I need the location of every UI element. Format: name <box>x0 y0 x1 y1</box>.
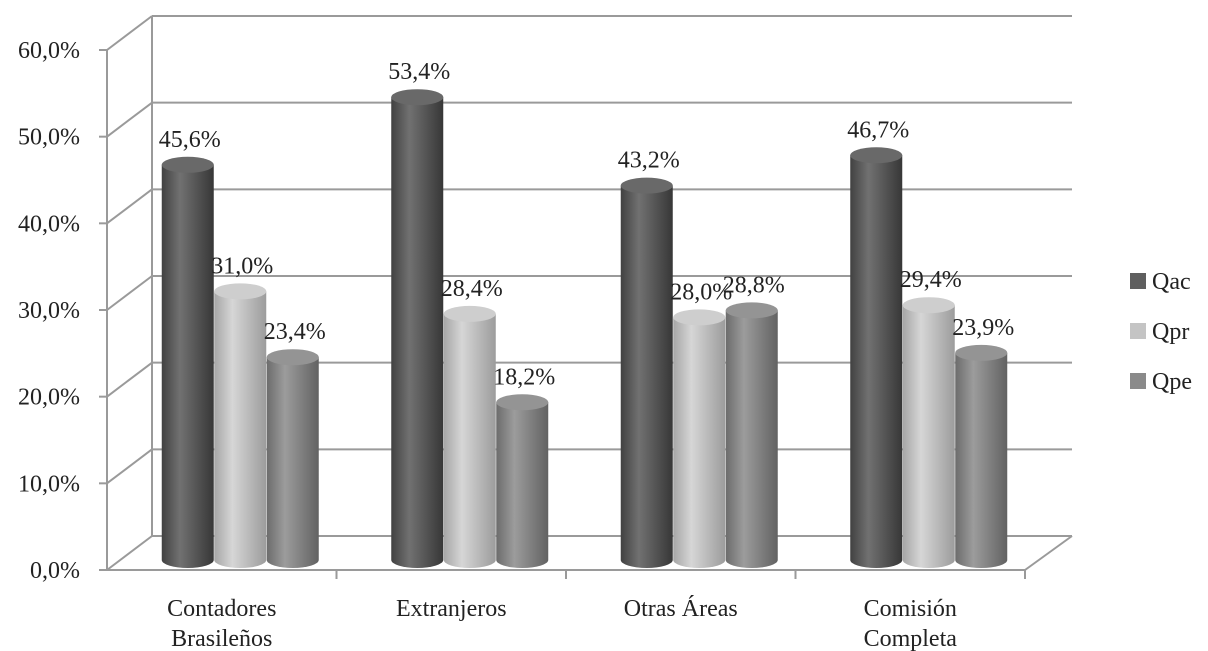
legend-item-qac: Qac <box>1130 269 1191 295</box>
legend-label: Qpr <box>1152 319 1189 345</box>
data-label: 29,4% <box>900 267 962 293</box>
bar-qpe <box>266 349 319 568</box>
bar-qac <box>850 147 903 568</box>
data-label: 28,4% <box>441 276 503 302</box>
data-label: 43,2% <box>618 148 680 174</box>
bar-qac <box>620 177 673 568</box>
legend-swatch <box>1130 323 1146 339</box>
bar-top <box>620 177 673 194</box>
bar-qpr <box>443 305 496 568</box>
bar-top <box>673 309 726 326</box>
label-layer: 45,6% 31,0% 23,4% 53,4% 28,4% 18,2% 43,2% 28,0%… <box>159 59 1015 390</box>
bar-top <box>902 297 955 314</box>
gridline-depth <box>106 535 153 571</box>
bar-top <box>161 156 214 173</box>
x-tick-label: Extranjeros <box>396 596 507 622</box>
legend-swatch <box>1130 373 1146 389</box>
x-tick-label: Contadores Brasileños <box>167 596 276 651</box>
bar-qac <box>161 156 214 569</box>
bar-top <box>496 394 549 411</box>
gridline-depth <box>106 101 153 138</box>
data-label: 28,0% <box>670 279 732 305</box>
gridline-depth <box>106 15 153 51</box>
y-tick-label: 10,0% <box>18 471 80 497</box>
data-label: 28,8% <box>723 272 785 298</box>
data-label: 18,2% <box>493 364 555 390</box>
legend-swatch <box>1130 273 1146 289</box>
bar-body <box>955 352 1008 568</box>
bar-qac <box>391 89 444 568</box>
bar-top <box>725 302 778 319</box>
data-label: 23,4% <box>264 319 326 345</box>
bar-body <box>673 317 726 568</box>
bar-top <box>266 349 319 366</box>
data-label: 45,6% <box>159 127 221 153</box>
bar-layer <box>161 89 1008 569</box>
data-label: 53,4% <box>388 59 450 85</box>
bar-qpr <box>673 309 726 568</box>
bar-top <box>443 305 496 322</box>
legend: Qac Qpr Qpe <box>1130 269 1192 395</box>
legend-label: Qpe <box>1152 369 1192 395</box>
bar-body <box>214 291 267 568</box>
axis-layer: 0,0% 10,0% 20,0% 30,0% 40,0% 50,0% 60,0% Contad… <box>18 38 1073 651</box>
bar-body <box>902 305 955 568</box>
gridline-depth <box>106 275 153 311</box>
bar-body <box>161 164 214 569</box>
bar-body <box>443 313 496 568</box>
gridline-depth <box>106 448 153 485</box>
bar-body <box>266 357 319 568</box>
gridline-depth <box>106 188 153 225</box>
y-tick-label: 0,0% <box>30 558 80 584</box>
bar-qpr <box>214 283 267 568</box>
bar-body <box>391 97 444 568</box>
y-tick-label: 40,0% <box>18 211 80 237</box>
bar-qpe <box>725 302 778 568</box>
legend-item-qpe: Qpe <box>1130 369 1192 395</box>
data-label: 31,0% <box>211 253 273 279</box>
bar-top <box>955 344 1008 361</box>
y-tick-label: 30,0% <box>18 298 80 324</box>
x-tick-label: Otras Áreas <box>624 596 738 622</box>
bar-qpe <box>496 394 549 568</box>
x-tick-label: Comisión Completa <box>864 596 958 651</box>
bar-body <box>725 310 778 568</box>
legend-label: Qac <box>1152 269 1191 295</box>
bar-top <box>391 89 444 106</box>
y-tick-label: 60,0% <box>18 38 80 64</box>
gridline-depth <box>106 361 153 398</box>
bar-body <box>850 155 903 568</box>
bar-body <box>496 402 549 568</box>
bar-qpe <box>955 344 1008 568</box>
data-label: 23,9% <box>952 315 1014 341</box>
bar-top <box>214 283 267 300</box>
y-tick-label: 20,0% <box>18 385 80 411</box>
bar-body <box>620 185 673 568</box>
y-tick-label: 50,0% <box>18 125 80 151</box>
bar-qpr <box>902 297 955 568</box>
legend-item-qpr: Qpr <box>1130 319 1189 345</box>
data-label: 46,7% <box>847 117 909 143</box>
bar-top <box>850 147 903 164</box>
floor-edge <box>1024 535 1073 571</box>
